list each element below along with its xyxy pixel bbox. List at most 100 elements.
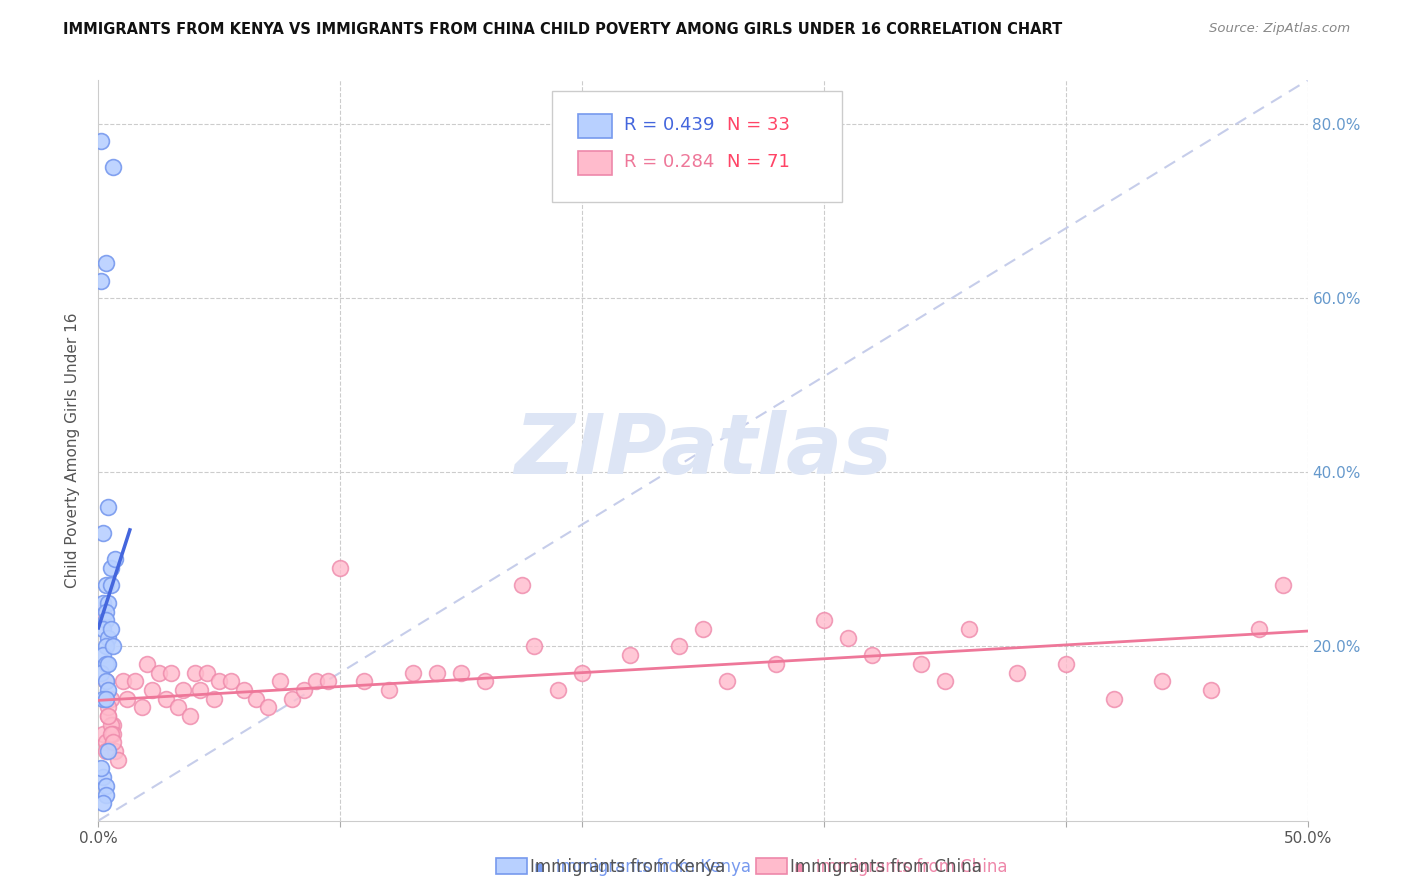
- Point: [426, 665, 449, 680]
- Text: ▪  Immigrants from Kenya: ▪ Immigrants from Kenya: [534, 858, 751, 876]
- Point: [94, 674, 117, 689]
- Point: [195, 665, 218, 680]
- Point: [90, 274, 112, 288]
- Y-axis label: Child Poverty Among Girls Under 16: Child Poverty Among Girls Under 16: [65, 313, 80, 588]
- Point: [716, 674, 738, 689]
- Point: [208, 674, 231, 689]
- Text: Source: ZipAtlas.com: Source: ZipAtlas.com: [1209, 22, 1350, 36]
- Text: N = 33: N = 33: [727, 116, 790, 134]
- Point: [101, 735, 124, 749]
- Point: [692, 622, 714, 636]
- Text: R = 0.284: R = 0.284: [624, 153, 714, 170]
- Point: [101, 718, 124, 732]
- Point: [232, 683, 254, 698]
- Point: [91, 796, 114, 810]
- Point: [91, 622, 114, 636]
- Point: [91, 691, 114, 706]
- Point: [97, 744, 120, 758]
- Point: [100, 578, 122, 592]
- Point: [571, 665, 593, 680]
- Point: [90, 665, 112, 680]
- Text: Immigrants from Kenya: Immigrants from Kenya: [530, 858, 725, 876]
- Point: [91, 596, 114, 610]
- Point: [245, 691, 267, 706]
- Point: [101, 640, 124, 654]
- Text: ZIPatlas: ZIPatlas: [515, 410, 891, 491]
- Point: [90, 761, 112, 775]
- Point: [377, 683, 399, 698]
- Point: [1272, 578, 1295, 592]
- Point: [256, 700, 278, 714]
- Point: [100, 718, 122, 732]
- Point: [94, 691, 117, 706]
- Text: Immigrants from China: Immigrants from China: [790, 858, 981, 876]
- Point: [148, 665, 170, 680]
- Point: [94, 578, 117, 592]
- Point: [91, 726, 114, 740]
- Point: [305, 674, 328, 689]
- Point: [281, 691, 304, 706]
- Point: [1199, 683, 1222, 698]
- Point: [269, 674, 291, 689]
- Point: [94, 640, 117, 654]
- FancyBboxPatch shape: [578, 152, 613, 175]
- Point: [117, 691, 139, 706]
- Text: N = 71: N = 71: [727, 153, 790, 170]
- Point: [316, 674, 339, 689]
- Text: ▪  Immigrants from China: ▪ Immigrants from China: [794, 858, 1008, 876]
- Point: [111, 674, 134, 689]
- Point: [97, 683, 120, 698]
- Point: [94, 744, 117, 758]
- Point: [97, 631, 120, 645]
- Point: [510, 578, 533, 592]
- Point: [94, 779, 117, 793]
- Point: [91, 770, 114, 784]
- Point: [97, 700, 120, 714]
- Point: [94, 613, 117, 627]
- Point: [450, 665, 472, 680]
- Point: [135, 657, 157, 671]
- Point: [91, 605, 114, 619]
- Point: [97, 709, 120, 723]
- Point: [155, 691, 177, 706]
- Point: [94, 256, 117, 270]
- Point: [221, 674, 243, 689]
- Point: [100, 622, 122, 636]
- Point: [160, 665, 183, 680]
- Point: [1054, 657, 1077, 671]
- Point: [100, 726, 122, 740]
- Point: [97, 500, 120, 514]
- Point: [94, 657, 117, 671]
- Point: [104, 744, 127, 758]
- Point: [765, 657, 787, 671]
- Point: [837, 631, 859, 645]
- Point: [353, 674, 375, 689]
- Point: [141, 683, 163, 698]
- Point: [188, 683, 211, 698]
- FancyBboxPatch shape: [551, 91, 842, 202]
- Point: [1249, 622, 1271, 636]
- Point: [934, 674, 956, 689]
- Point: [97, 596, 120, 610]
- FancyBboxPatch shape: [578, 114, 613, 138]
- Point: [547, 683, 569, 698]
- Point: [107, 753, 129, 767]
- Point: [100, 691, 122, 706]
- Point: [101, 161, 124, 175]
- Bar: [756, 858, 787, 874]
- Point: [101, 726, 124, 740]
- Point: [104, 552, 127, 566]
- Point: [668, 640, 690, 654]
- Point: [619, 648, 641, 662]
- Point: [94, 674, 117, 689]
- Point: [91, 526, 114, 541]
- Point: [1102, 691, 1125, 706]
- Point: [860, 648, 883, 662]
- Point: [94, 605, 117, 619]
- Point: [1152, 674, 1174, 689]
- Point: [94, 788, 117, 802]
- Point: [184, 665, 207, 680]
- Point: [1007, 665, 1029, 680]
- Point: [90, 134, 112, 148]
- Point: [167, 700, 190, 714]
